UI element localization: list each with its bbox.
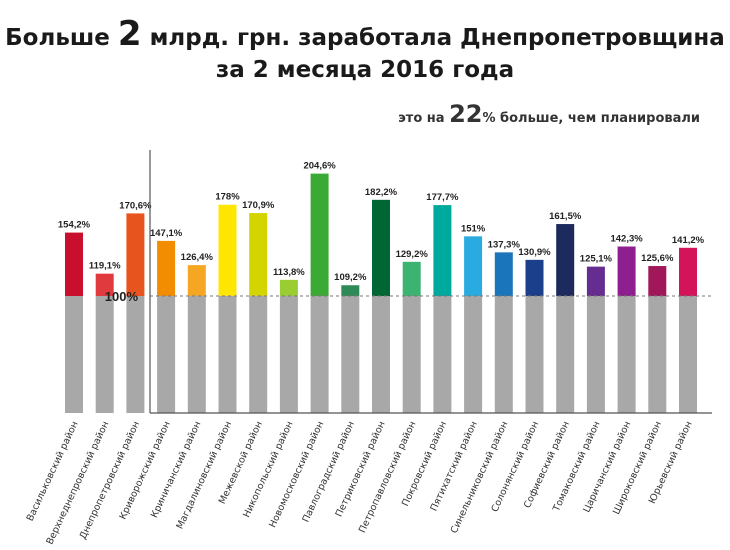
data-label: 130,9% (518, 247, 551, 258)
chart-subtitle: это на 22% больше, чем планировали (398, 100, 700, 128)
data-label: 170,6% (119, 200, 152, 211)
title-text: млрд. грн. заработала Днепропетровщина (141, 25, 725, 51)
base-bar (494, 296, 513, 413)
value-bar (556, 224, 575, 296)
base-bar (617, 296, 636, 413)
tick-label: Петропавловский район (357, 420, 418, 535)
value-bar (402, 261, 421, 296)
data-label: 109,2% (334, 272, 367, 283)
base-bar (679, 296, 697, 413)
value-bar (218, 204, 237, 296)
value-bar (279, 279, 298, 296)
title-text: Больше (5, 25, 118, 51)
base-bar (464, 296, 483, 413)
baseline-label: 100% (105, 289, 139, 304)
data-label: 129,2% (396, 249, 429, 260)
base-bar (218, 296, 237, 413)
base-bar (433, 296, 452, 413)
tick-label: Магдалиновский район (175, 420, 235, 531)
chart-title: Больше 2 млрд. грн. заработала Днепропет… (0, 17, 730, 86)
value-bar (310, 173, 329, 296)
value-bar (157, 240, 176, 296)
base-bar (648, 296, 667, 413)
data-label: 151% (461, 223, 486, 234)
data-label: 142,3% (610, 234, 643, 245)
base-bar (525, 296, 544, 413)
data-label: 204,6% (303, 161, 336, 172)
tick-label: Днепропетровский район (78, 420, 142, 542)
data-label: 178% (215, 192, 240, 203)
subtitle-number: 22 (449, 100, 483, 128)
value-bar (95, 273, 114, 296)
value-bar (249, 213, 268, 296)
data-label: 161,5% (549, 211, 582, 222)
value-bar (464, 236, 483, 296)
value-bar (525, 259, 544, 296)
value-bar (126, 213, 145, 296)
base-bar (310, 296, 329, 413)
base-bar (402, 296, 421, 413)
data-label: 170,9% (242, 200, 275, 211)
value-bar (679, 247, 697, 296)
data-label: 119,1% (89, 261, 121, 272)
base-bar (249, 296, 268, 413)
tick-label: Синельниковский район (449, 420, 511, 536)
data-label: 177,7% (426, 192, 459, 203)
base-bar (187, 296, 206, 413)
data-label: 154,2% (58, 220, 91, 231)
data-label: 125,1% (580, 254, 613, 265)
base-bar (65, 296, 83, 413)
value-bar (187, 265, 206, 296)
base-bar (372, 296, 390, 413)
value-bar (372, 199, 390, 296)
base-bar (279, 296, 298, 413)
data-label: 147,1% (150, 228, 183, 239)
data-label: 113,8% (273, 267, 305, 278)
value-bar (586, 266, 605, 296)
tick-label: Новомосковский район (267, 420, 326, 530)
data-label: 125,6% (641, 253, 674, 264)
value-bar (648, 266, 667, 296)
base-bar (157, 296, 176, 413)
value-bar (617, 246, 636, 296)
base-bar (586, 296, 605, 413)
tick-label: Верхнеднепровский район (45, 420, 112, 547)
base-bar (556, 296, 575, 413)
data-label: 137,3% (488, 239, 521, 250)
base-bar (341, 296, 360, 413)
value-bar (65, 232, 83, 296)
base-bar (126, 296, 145, 413)
title-line2: за 2 месяца 2016 года (215, 57, 515, 83)
value-bar (341, 285, 360, 296)
subtitle-text: это на (398, 111, 450, 126)
title-number: 2 (117, 14, 142, 54)
value-bar (494, 252, 513, 296)
subtitle-text: % больше, чем планировали (482, 111, 700, 126)
data-label: 126,4% (181, 252, 214, 263)
value-bar (433, 205, 452, 296)
base-bar (95, 296, 114, 413)
data-label: 182,2% (365, 187, 398, 198)
data-label: 141,2% (672, 235, 705, 246)
